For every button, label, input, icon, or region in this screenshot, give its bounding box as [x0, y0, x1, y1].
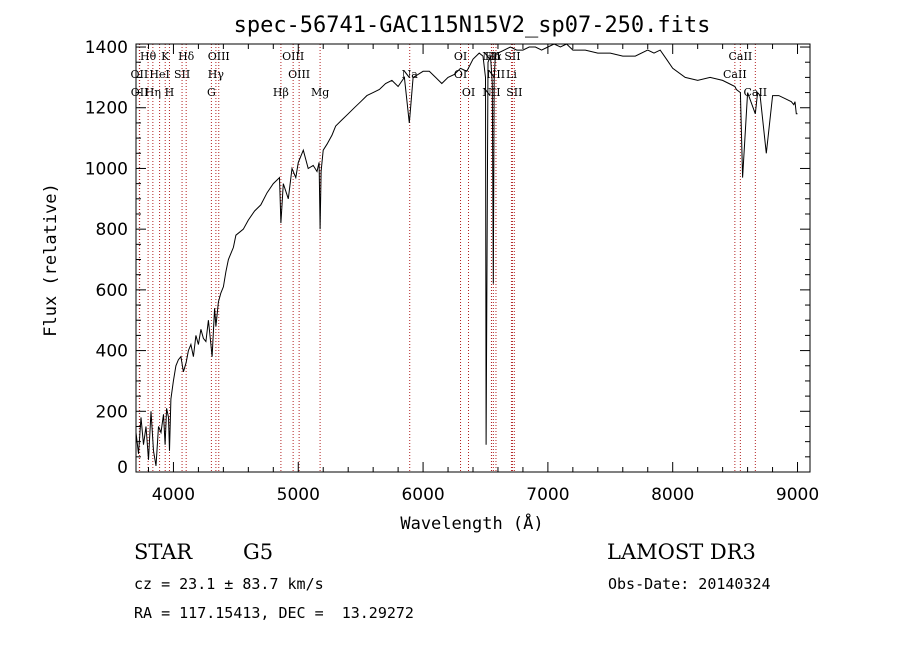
line-label: OIII: [208, 50, 230, 63]
x-tick-label: 7000: [526, 485, 569, 505]
line-label: Hη: [145, 86, 161, 99]
y-tick-label: 1400: [85, 38, 128, 58]
observation-date: Obs-Date: 20140324: [608, 575, 771, 593]
x-axis-label: Wavelength (Å): [400, 512, 543, 534]
line-label: CaII: [743, 86, 767, 99]
y-tick-label: 800: [96, 220, 128, 240]
y-tick-label: 200: [96, 402, 128, 422]
line-label: OI: [454, 50, 467, 63]
x-tick-label: 5000: [277, 485, 320, 505]
line-label: SII: [506, 86, 522, 99]
line-label: Na: [402, 68, 419, 81]
line-label: Mg: [311, 86, 329, 99]
line-label: CaII: [729, 50, 753, 63]
line-label: SII: [504, 50, 520, 63]
line-label: K: [161, 50, 170, 63]
x-tick-label: 6000: [401, 485, 444, 505]
x-tick-label: 4000: [152, 485, 195, 505]
line-label: OI: [462, 86, 475, 99]
subclass: G5: [243, 540, 274, 564]
spectrum-line: [135, 43, 798, 466]
y-tick-label: 400: [96, 342, 128, 362]
line-label: H: [165, 86, 175, 99]
spectrum-chart: spec-56741-GAC115N15V2_sp07-250.fits Hθ O…: [41, 13, 819, 534]
y-tick-label: 600: [96, 281, 128, 301]
line-label: Li: [506, 68, 517, 81]
object-class: STAR: [134, 540, 193, 564]
line-label: NII: [482, 86, 500, 99]
axis-ticks: [136, 44, 810, 473]
survey-name: LAMOST DR3: [607, 540, 756, 564]
y-tick-label: 1200: [85, 99, 128, 119]
line-label: OIII: [282, 50, 304, 63]
emission-line-markers: [138, 44, 756, 472]
line-label: OII: [131, 68, 149, 81]
x-tick-label: 8000: [651, 485, 694, 505]
redshift-velocity: cz = 23.1 ± 83.7 km/s: [134, 575, 324, 593]
chart-title: spec-56741-GAC115N15V2_sp07-250.fits: [234, 13, 711, 38]
line-label: Hδ: [178, 50, 195, 63]
line-label: OIII: [288, 68, 310, 81]
y-tick-label: 1000: [85, 159, 128, 179]
y-tick-label: 0: [117, 458, 128, 478]
line-label: Hθ: [140, 50, 157, 63]
line-label: G: [207, 86, 216, 99]
line-label: SII: [174, 68, 190, 81]
line-label: HeI: [149, 68, 169, 81]
y-axis-label: Flux (relative): [41, 183, 61, 337]
line-label: NII: [487, 68, 505, 81]
line-label: CaII: [723, 68, 747, 81]
line-label: OI: [454, 68, 467, 81]
x-tick-labels: 4000 5000 6000 7000 8000 9000: [152, 485, 819, 505]
line-label: Hβ: [273, 86, 289, 99]
coordinates: RA = 117.15413, DEC = 13.29272: [134, 604, 414, 622]
plot-frame: [135, 43, 811, 473]
x-tick-label: 9000: [776, 485, 819, 505]
y-tick-labels: 0 200 400 600 800 1000 1200 1400: [85, 38, 128, 478]
line-label: Hγ: [208, 68, 225, 81]
